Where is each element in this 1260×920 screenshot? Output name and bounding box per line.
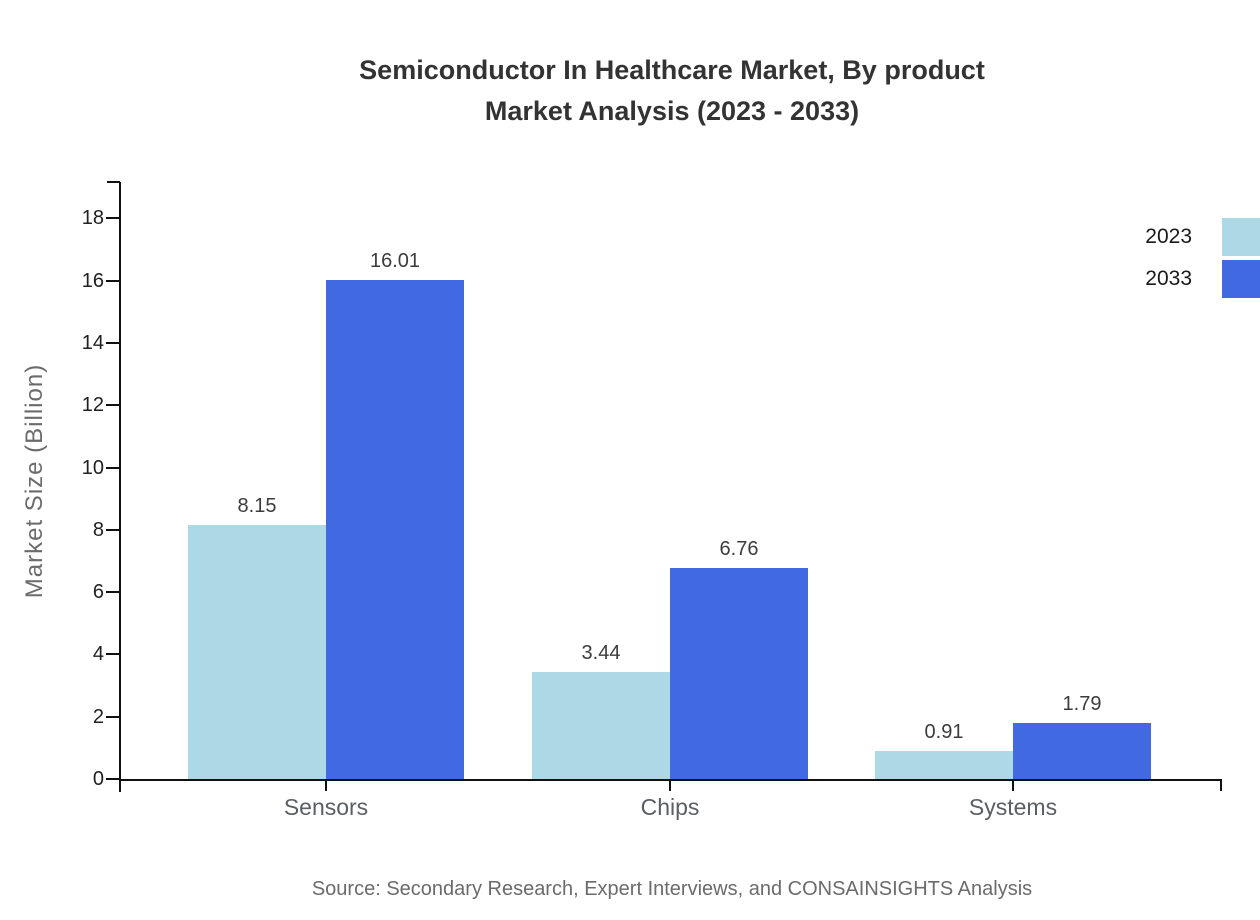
x-axis-spine [119,779,1222,781]
y-axis-tick-mark [106,528,119,531]
value-label-systems-2023: 0.91 [924,720,964,743]
y-axis-tick-mark [106,466,119,469]
legend-swatch-2023 [1222,218,1260,256]
category-label-chips: Chips [640,794,700,820]
x-axis-end-cap [1220,781,1222,791]
value-label-systems-2033: 1.79 [1062,693,1102,716]
x-axis-tick-mark [1012,781,1014,791]
y-axis-tick-label: 0 [92,768,104,790]
legend-item-2023: 2023 [1100,218,1260,256]
y-axis-tick-label: 18 [81,207,104,230]
legend-label-2023: 2023 [1145,225,1192,248]
x-axis-tick-mark [325,781,327,791]
y-axis-tick-label: 4 [92,643,104,666]
y-axis-tick-mark [106,778,119,780]
y-axis-tick-label: 16 [81,269,104,292]
value-label-chips-2033: 6.76 [719,538,759,561]
y-axis-spine [119,182,121,792]
y-axis-tick-label: 14 [81,331,104,354]
y-axis-tick-mark [106,404,119,407]
bar-chips-2023 [532,671,670,779]
y-axis-tick-label: 2 [92,705,104,728]
category-label-sensors: Sensors [283,794,369,820]
bar-sensors-2033 [326,280,464,779]
value-label-chips-2023: 3.44 [581,641,621,664]
bar-sensors-2023 [188,525,326,779]
source-note: Source: Secondary Research, Expert Inter… [311,878,1033,900]
category-label-systems: Systems [968,794,1058,820]
y-axis-tick-mark [106,653,119,656]
legend: 2023 2033 [1100,218,1260,298]
legend-item-2033: 2033 [1100,260,1260,298]
legend-swatch-2033 [1222,260,1260,298]
y-axis-tick-label: 10 [81,456,104,479]
x-axis-tick-mark [669,781,671,791]
y-axis-tick-mark [106,217,119,220]
y-axis-tick-mark [106,279,119,282]
bar-systems-2023 [875,750,1013,779]
y-axis-tick-mark [106,715,119,718]
bar-chips-2033 [670,568,808,779]
value-label-sensors-2033: 16.01 [369,250,421,273]
chart-title-line1: Semiconductor In Healthcare Market, By p… [359,55,985,85]
legend-label-2033: 2033 [1145,267,1192,290]
chart-title: Semiconductor In Healthcare Market, By p… [84,50,1260,132]
value-label-sensors-2023: 8.15 [237,495,277,518]
bar-systems-2033 [1013,723,1151,779]
y-axis-end-cap [107,181,120,183]
y-axis-tick-label: 12 [81,394,104,417]
y-axis-tick-label: 8 [92,518,104,541]
y-axis-tick-mark [106,591,119,594]
chart-title-line2: Market Analysis (2023 - 2033) [484,96,860,126]
y-axis-tick-label: 6 [92,581,104,604]
y-axis-tick-mark [106,341,119,344]
